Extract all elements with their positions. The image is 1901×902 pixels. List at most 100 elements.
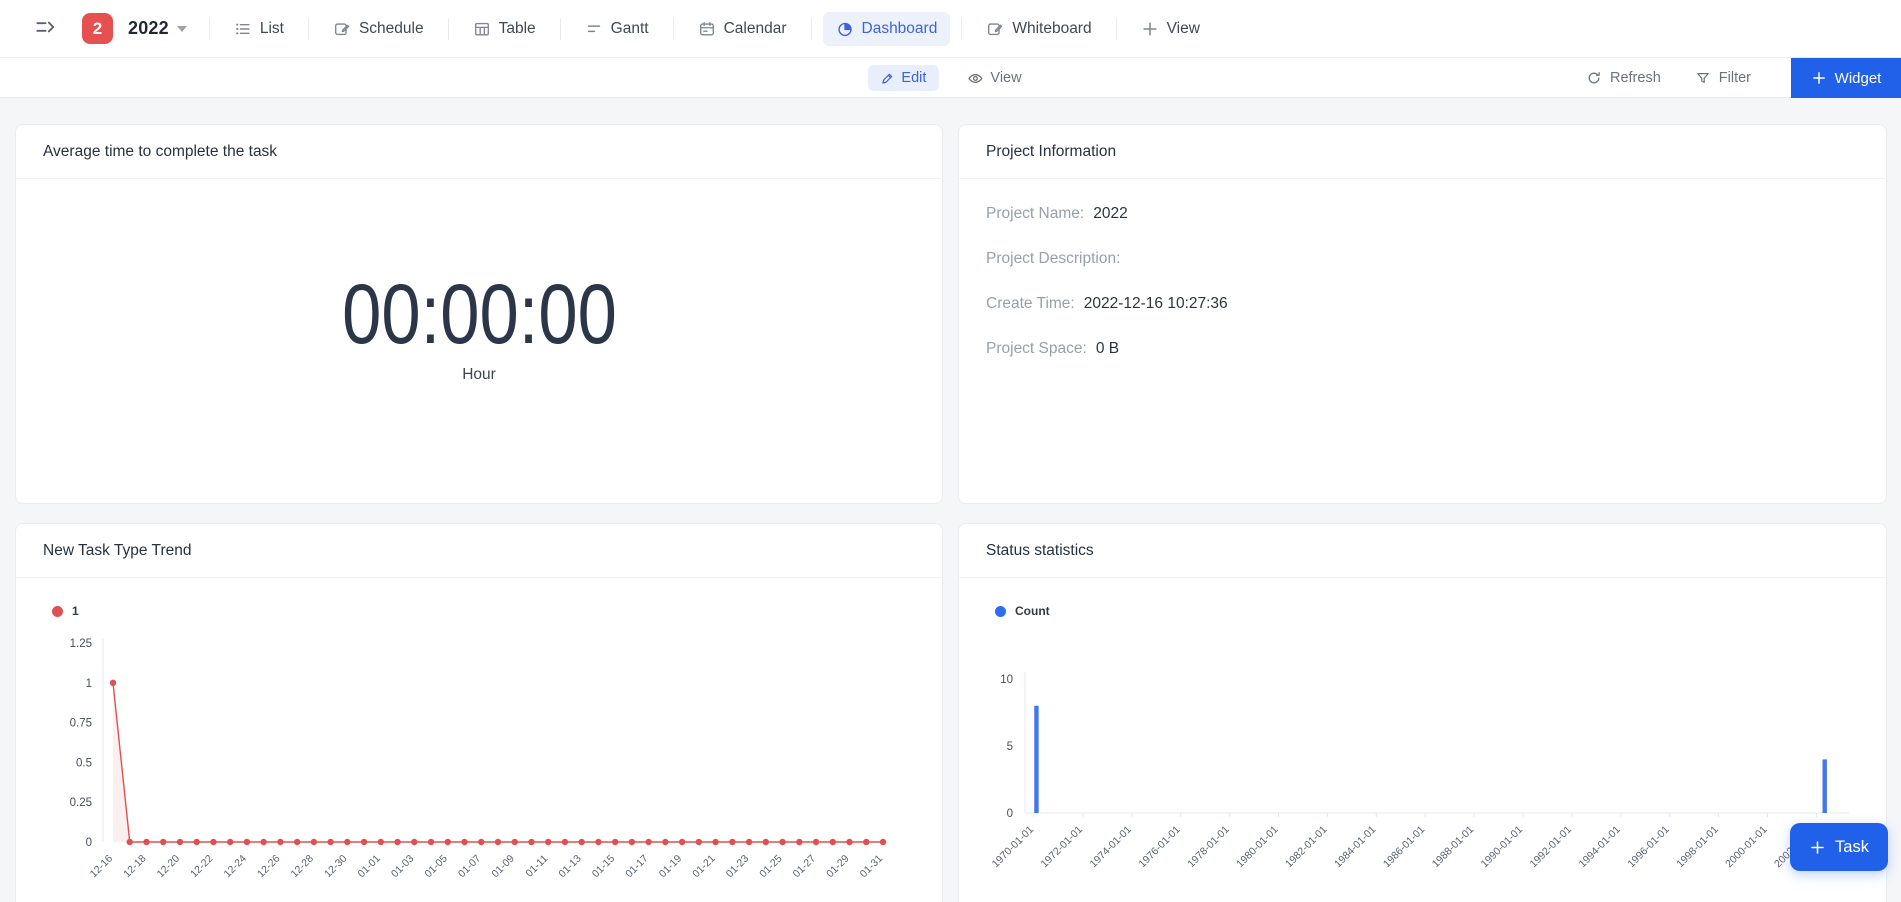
timer-value: 00:00:00 [341,266,617,361]
view-tabs: List Schedule Table Gantt Calendar Dashb… [221,11,1213,46]
svg-text:1974-01-01: 1974-01-01 [1087,824,1134,871]
card-title: Project Information [959,125,1886,179]
svg-text:1988-01-01: 1988-01-01 [1430,824,1477,871]
tab-whiteboard[interactable]: Whiteboard [973,12,1104,46]
divider [672,17,674,40]
svg-text:01-23: 01-23 [724,853,752,881]
svg-text:12-20: 12-20 [155,853,183,881]
tab-schedule[interactable]: Schedule [320,12,437,46]
dashboard-grid: Average time to complete the task 00:00:… [15,124,1887,902]
svg-text:01-17: 01-17 [623,853,651,881]
trend-legend-item[interactable]: 1 [52,604,79,618]
svg-text:01-21: 01-21 [690,853,718,881]
svg-text:1984-01-01: 1984-01-01 [1332,824,1379,871]
filter-icon [1696,73,1709,83]
svg-text:01-13: 01-13 [556,853,584,881]
info-row-create-time: Create Time: 2022-12-16 10:27:36 [986,295,1228,312]
svg-text:01-15: 01-15 [590,853,618,881]
project-badge: 2 [82,13,113,44]
svg-text:01-27: 01-27 [791,853,819,881]
svg-text:0.75: 0.75 [70,718,92,730]
refresh-icon [1588,72,1600,84]
tab-gantt[interactable]: Gantt [572,12,662,46]
svg-text:12-26: 12-26 [255,853,283,881]
view-mode-button[interactable]: View [954,65,1033,92]
info-row-project-name: Project Name: 2022 [986,205,1128,222]
pencil-icon [881,73,892,84]
project-switcher[interactable]: 2022 [128,18,187,39]
svg-text:12-18: 12-18 [121,853,149,881]
divider [208,17,210,40]
dashboard-icon [837,22,852,36]
calendar-icon [699,21,714,36]
svg-text:1.25: 1.25 [70,638,92,650]
project-info-list: Project Name: 2022 Project Description: … [959,179,1886,360]
svg-text:01-19: 01-19 [657,853,685,881]
svg-text:5: 5 [1007,741,1013,753]
svg-text:1986-01-01: 1986-01-01 [1381,824,1428,871]
gantt-icon [587,24,600,32]
card-average-time: Average time to complete the task 00:00:… [15,124,943,504]
add-widget-button[interactable]: Widget [1791,58,1901,98]
svg-text:0: 0 [1007,808,1013,820]
divider [447,17,449,40]
add-task-button[interactable]: Task [1790,823,1888,871]
top-nav: 2 2022 List Schedule Table Gantt Calenda… [0,0,1901,58]
sidebar-expand-icon [34,16,56,41]
plus-icon [1142,21,1157,36]
whiteboard-icon [988,22,1003,35]
svg-text:12-30: 12-30 [322,853,350,881]
divider [961,17,963,40]
timer-unit: Hour [462,365,496,383]
filter-button[interactable]: Filter [1695,70,1751,86]
card-status-statistics: Status statistics Count 0 5 10 1970-01-01 19… [958,523,1887,902]
svg-text:01-09: 01-09 [489,853,517,881]
svg-text:0.25: 0.25 [70,797,92,809]
timer-widget: 00:00:00 Hour [16,165,942,490]
svg-text:01-29: 01-29 [824,853,852,881]
tab-table[interactable]: Table [460,12,549,46]
divider [810,17,812,40]
legend-dot-red [52,605,63,617]
svg-text:2000-01-01: 2000-01-01 [1723,824,1770,871]
svg-text:1992-01-01: 1992-01-01 [1528,824,1575,871]
status-statistics-chart: 0 5 10 1970-01-01 1972-01-01 1974-01-01 1976-0… [990,672,1849,871]
svg-text:01-01: 01-01 [355,853,383,881]
plus-icon [1811,840,1824,854]
plus-icon [1812,72,1825,84]
tab-dashboard[interactable]: Dashboard [822,11,951,46]
table-icon [474,22,489,36]
card-title: Status statistics [959,524,1886,578]
svg-text:1982-01-01: 1982-01-01 [1283,824,1330,871]
tab-add-view[interactable]: View [1128,12,1213,46]
svg-text:12-24: 12-24 [222,853,250,881]
svg-text:01-03: 01-03 [389,853,417,881]
svg-text:12-22: 12-22 [188,853,216,881]
card-task-type-trend: New Task Type Trend 1 0 0.25 0.5 0.75 1 1.25 1… [15,523,943,902]
info-row-project-space: Project Space: 0 B [986,340,1120,357]
legend-label: Count [1015,604,1050,618]
svg-text:01-07: 01-07 [456,853,484,881]
svg-text:1: 1 [86,678,92,690]
svg-text:01-11: 01-11 [523,853,550,880]
edit-mode-button[interactable]: Edit [867,65,939,91]
list-icon [236,23,250,34]
svg-text:1998-01-01: 1998-01-01 [1674,824,1721,871]
svg-text:01-25: 01-25 [757,853,785,881]
status-legend-item[interactable]: Count [995,604,1050,618]
svg-text:1996-01-01: 1996-01-01 [1625,824,1672,871]
svg-text:10: 10 [1000,674,1013,686]
refresh-button[interactable]: Refresh [1586,70,1661,86]
tab-list[interactable]: List [221,12,297,46]
svg-text:1978-01-01: 1978-01-01 [1185,824,1232,871]
eye-icon [967,73,982,83]
svg-text:0.5: 0.5 [76,757,92,769]
svg-text:1980-01-01: 1980-01-01 [1234,824,1281,871]
sidebar-expand-button[interactable] [30,14,60,44]
svg-text:01-31: 01-31 [858,853,886,881]
svg-text:1976-01-01: 1976-01-01 [1136,824,1183,871]
svg-text:12-28: 12-28 [289,853,317,881]
tab-calendar[interactable]: Calendar [685,12,800,46]
card-title: New Task Type Trend [16,524,942,578]
